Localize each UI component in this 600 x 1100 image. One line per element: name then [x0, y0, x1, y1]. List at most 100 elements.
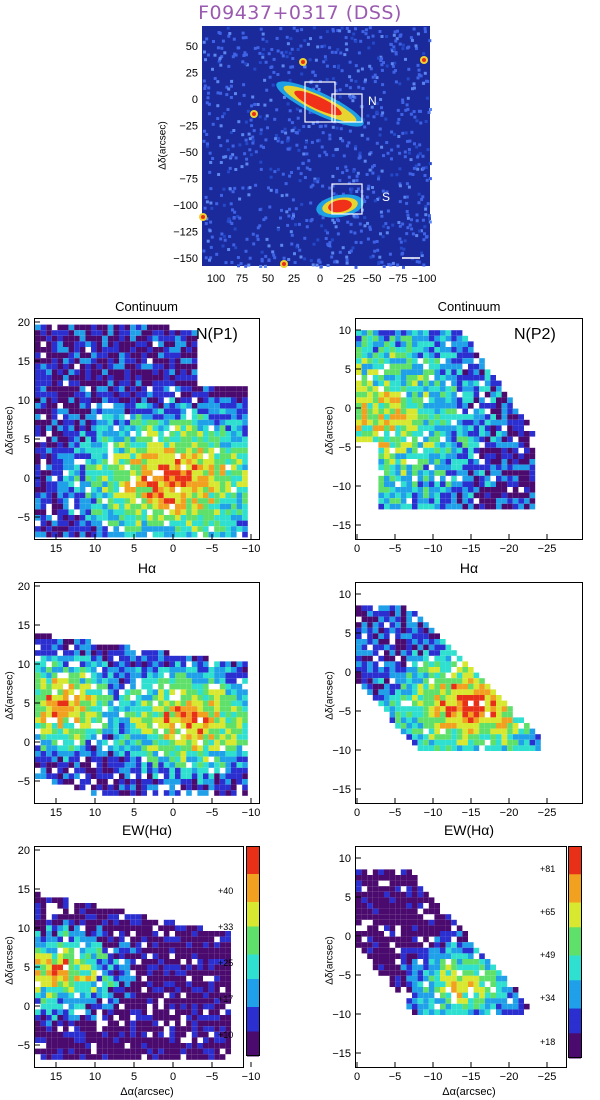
map-r1-ytick-0: 10: [339, 325, 351, 337]
map-r1-xtick-1: −5: [389, 543, 402, 555]
galaxy-s-core: [328, 199, 352, 213]
map-r2-ytick-1: 5: [345, 628, 351, 640]
right-colorbar-tick-1: +65: [540, 907, 556, 917]
map-r1-ytick-3: −5: [338, 442, 351, 454]
map-l2-xtick-5: −10: [242, 807, 261, 819]
map-l3-ytick-1: 15: [18, 884, 30, 896]
map-l3-ytick-4: 0: [24, 1001, 30, 1013]
box-s: [331, 183, 363, 215]
map-r2-xtick-2: −10: [424, 807, 443, 819]
dss-ytick-4: −50: [179, 147, 198, 159]
map-r3-ytick-0: 10: [339, 853, 351, 865]
map-l2-ytick-3: 5: [24, 698, 30, 710]
map-l3-xtick-3: 0: [170, 1071, 176, 1083]
map-l1-xtick-3: 0: [170, 543, 176, 555]
map-r2-xtick-4: −20: [500, 807, 519, 819]
map-l3-ytick-2: 10: [18, 923, 30, 935]
map-r2-ytick-3: −5: [338, 706, 351, 718]
map-l1-ytick-4: 0: [24, 473, 30, 485]
box-n-left: [304, 81, 336, 123]
map-r2-ytick-5: −15: [332, 784, 351, 796]
map-r1-ytick-2: 0: [345, 403, 351, 415]
left-colorbar-tick-1: +33: [218, 922, 234, 932]
map-r1-xtick-2: −10: [424, 543, 443, 555]
map-r1-pixels: [356, 330, 536, 510]
map-r1-ytick-5: −15: [332, 520, 351, 532]
left-column-title: Continuum: [115, 299, 178, 314]
right-row3-xlabel: Δα(arcsec): [442, 1086, 496, 1098]
left-colorbar: [246, 846, 260, 1057]
right-colorbar-tick-0: +81: [540, 864, 556, 874]
map-l1-xtick-1: 10: [89, 543, 101, 555]
map-l3-xtick-5: −10: [242, 1071, 261, 1083]
right-colorbar-tick-3: +34: [540, 993, 556, 1003]
dss-xtick-1: 75: [236, 273, 248, 285]
left-row2-ylabel: Δδ(arcsec): [4, 671, 16, 720]
dss-xtick-3: 25: [288, 273, 300, 285]
figure-title: F09437+0317 (DSS): [198, 2, 402, 24]
right-row1-xlabel: Hα: [459, 560, 479, 576]
right-colorbar-tick-4: +18: [540, 1037, 556, 1047]
map-l1-xtick-2: 5: [131, 543, 137, 555]
map-r2-ytick-0: 10: [339, 589, 351, 601]
dss-ytick-6: −100: [173, 200, 198, 212]
right-ew-halpha-map: 0 −5 −10 −15 −20 −25 10 5 0 −5 −10 −15: [332, 846, 567, 1083]
map-l2-xtick-3: 0: [170, 807, 176, 819]
map-r1-xtick-4: −20: [500, 543, 519, 555]
left-row2-xlabel: EW(Hα): [121, 822, 173, 838]
map-l2-xtick-1: 10: [89, 807, 101, 819]
dss-ytick-5: −75: [179, 174, 198, 186]
dss-ytick-8: −150: [173, 253, 198, 265]
map-l1-ytick-0: 20: [18, 317, 30, 329]
right-row2-xlabel: EW(Hα): [443, 822, 495, 838]
dss-ytick-2: 0: [192, 94, 198, 106]
map-r3-ytick-1: 5: [345, 892, 351, 904]
cbar-left-frame: [246, 846, 260, 1056]
map-l1-pixels: [35, 324, 248, 538]
map-l1-xtick-4: −5: [206, 543, 219, 555]
map-r3-xtick-4: −20: [500, 1071, 519, 1083]
map-l2-xtick-0: 15: [50, 807, 62, 819]
dss-ytick-1: 25: [186, 68, 198, 80]
map-r3-xtick-5: −25: [538, 1071, 557, 1083]
dss-ytick-7: −125: [173, 227, 198, 239]
right-continuum-map: 0 −5 −10 −15 −20 −25 10 5 0 −5 −10 −15: [332, 318, 583, 555]
map-l2-ytick-0: 20: [18, 581, 30, 593]
cbar-right-frame: [568, 846, 582, 1058]
map-l2-ytick-4: 0: [24, 737, 30, 749]
dss-xtick-0: 100: [207, 273, 225, 285]
map-r2-xtick-3: −15: [462, 807, 481, 819]
left-colorbar-tick-3: +17: [218, 994, 234, 1004]
map-l3-ytick-0: 20: [18, 845, 30, 857]
map-r3-xtick-2: −10: [424, 1071, 443, 1083]
dss-xtick-8: −100: [412, 273, 437, 285]
marker-n: N: [368, 94, 377, 108]
map-l1-xtick-5: −10: [242, 543, 261, 555]
left-colorbar-tick-4: +10: [218, 1030, 234, 1040]
dss-ytick-3: −25: [179, 121, 198, 133]
map-r3-xtick-3: −15: [462, 1071, 481, 1083]
map-r1-ytick-1: 5: [345, 364, 351, 376]
dss-xtick-2: 50: [262, 273, 274, 285]
map-l3-xtick-0: 15: [50, 1071, 62, 1083]
dss-xtick-7: −75: [389, 273, 408, 285]
right-panel-tag: N(P2): [514, 326, 556, 343]
map-r3-xtick-0: 0: [354, 1071, 360, 1083]
left-ew-halpha-map: 15 10 5 0 −5 −10 20 15 10 5 0 −5: [17, 845, 260, 1083]
map-l2-pixels: [35, 633, 248, 796]
right-row1-ylabel: Δδ(arcsec): [324, 406, 336, 455]
map-l3-ytick-5: −5: [17, 1040, 30, 1052]
map-l2-xtick-2: 5: [131, 807, 137, 819]
dss-panel: N S 100 75 50 25 0 −25 −50 −75 −100 50 25 0 −25 −50 −75−…: [150, 26, 450, 296]
map-r3-ytick-5: −15: [332, 1048, 351, 1060]
right-row2-ylabel: Δδ(arcsec): [324, 671, 336, 720]
left-panel-tag: N(P1): [196, 326, 238, 343]
left-row1-ylabel: Δδ(arcsec): [4, 406, 16, 455]
map-r2-ytick-4: −10: [332, 745, 351, 757]
map-l1-ytick-2: 10: [18, 395, 30, 407]
map-l1-ytick-1: 15: [18, 356, 30, 368]
dss-xtick-4: 0: [317, 273, 323, 285]
map-l3-xtick-1: 10: [89, 1071, 101, 1083]
map-r1-xtick-5: −25: [538, 543, 557, 555]
